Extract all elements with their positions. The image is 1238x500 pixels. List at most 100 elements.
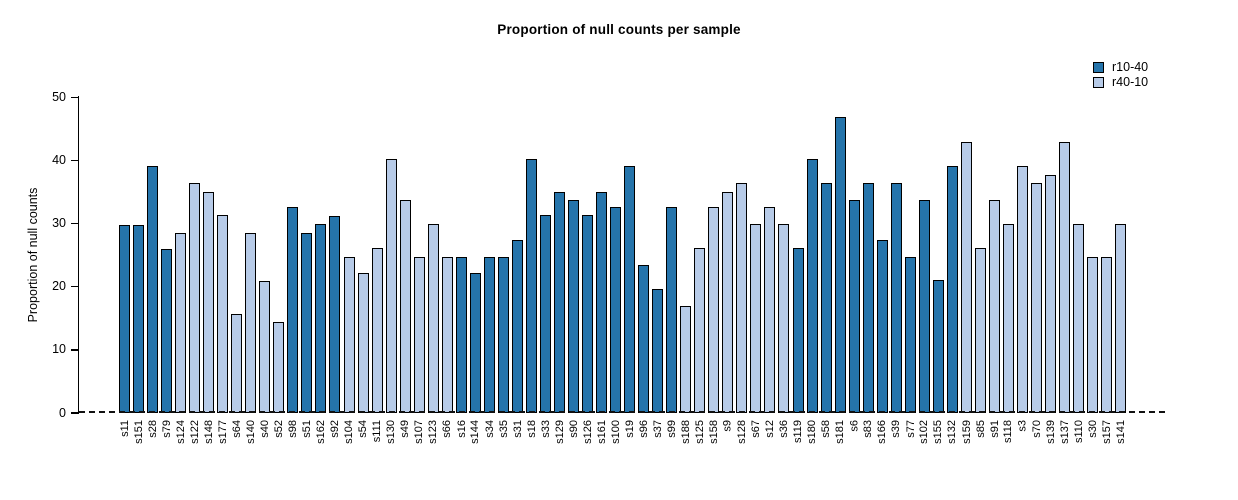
bar-s28 <box>147 166 159 413</box>
x-tick-label: s166 <box>876 420 889 444</box>
x-tick-label: s79 <box>160 420 173 438</box>
x-tick-s91: s91 <box>988 418 1000 482</box>
x-tick-s28: s28 <box>147 418 159 482</box>
legend: r10-40 r40-10 <box>1093 60 1148 90</box>
x-tick-label: s66 <box>441 420 454 438</box>
x-tick-s99: s99 <box>666 418 678 482</box>
bar-s180 <box>806 159 818 413</box>
x-tick-label: s49 <box>399 420 412 438</box>
x-tick-s90: s90 <box>568 418 580 482</box>
bar-s162 <box>315 224 327 413</box>
bar-s64 <box>231 314 243 413</box>
bar-s70 <box>1031 183 1043 413</box>
x-tick-s39: s39 <box>890 418 903 482</box>
bar-s31 <box>511 240 523 413</box>
bar-s140 <box>245 233 257 413</box>
x-tick-label: s18 <box>525 420 538 438</box>
bar-s157 <box>1101 257 1113 413</box>
bar-s12 <box>764 207 776 413</box>
bar-s33 <box>539 215 551 413</box>
x-tick-s77: s77 <box>904 418 916 482</box>
x-tick-s111: s111 <box>371 418 383 482</box>
x-axis-labels: s11 s151 s28 s79 s124 s122 s148 s177 s64 s140 s40 s… <box>119 418 1127 482</box>
x-tick-label: s130 <box>385 420 398 444</box>
bar-s111 <box>371 248 383 413</box>
bar-s77 <box>904 257 916 413</box>
x-tick-label: s98 <box>286 420 299 438</box>
bar-s83 <box>862 183 874 413</box>
y-tick-label: 20 <box>52 279 66 294</box>
x-tick-s125: s125 <box>693 418 706 482</box>
x-tick-label: s64 <box>230 420 243 438</box>
x-tick-label: s51 <box>300 420 313 438</box>
x-tick-label: s85 <box>974 420 987 438</box>
x-tick-s66: s66 <box>441 418 454 482</box>
bar-s159 <box>960 142 972 413</box>
x-tick-label: s11 <box>118 420 131 437</box>
bar-s123 <box>427 224 439 413</box>
x-tick-label: s30 <box>1086 420 1099 438</box>
bar-s3 <box>1017 166 1028 413</box>
x-tick-s177: s177 <box>217 418 229 482</box>
y-tick-label: 0 <box>59 405 66 420</box>
x-tick-s119: s119 <box>792 418 804 482</box>
bar-s96 <box>638 265 650 413</box>
x-tick-label: s39 <box>890 420 903 438</box>
bar-s124 <box>175 233 187 413</box>
bar-s51 <box>301 233 313 413</box>
bar-s58 <box>820 183 832 413</box>
y-axis-line <box>78 96 80 414</box>
x-tick-s107: s107 <box>413 418 426 482</box>
bar-s155 <box>932 280 944 413</box>
x-tick-s67: s67 <box>750 418 762 482</box>
bar-s100 <box>610 207 622 413</box>
x-tick-label: s6 <box>848 420 861 432</box>
x-tick-label: s19 <box>623 420 636 438</box>
x-tick-s140: s140 <box>245 418 257 482</box>
bar-s30 <box>1087 257 1099 413</box>
x-tick-s96: s96 <box>638 418 650 482</box>
x-tick-s141: s141 <box>1115 418 1127 482</box>
x-tick-s161: s161 <box>596 418 608 482</box>
x-tick-s155: s155 <box>932 418 944 482</box>
x-tick-label: s107 <box>413 420 426 444</box>
x-tick-s92: s92 <box>328 418 341 482</box>
x-tick-label: s33 <box>539 420 552 438</box>
bar-s151 <box>133 225 145 413</box>
x-tick-label: s100 <box>609 420 622 444</box>
bar-s126 <box>582 215 594 413</box>
x-tick-s158: s158 <box>707 418 720 482</box>
x-tick-s102: s102 <box>918 418 931 482</box>
x-tick-s132: s132 <box>946 418 958 482</box>
x-tick-s159: s159 <box>960 418 972 482</box>
x-tick-s70: s70 <box>1031 418 1043 482</box>
x-tick-s3: s3 <box>1017 418 1029 482</box>
bar-s125 <box>694 248 706 413</box>
x-tick-s34: s34 <box>483 418 496 482</box>
x-tick-s19: s19 <box>623 418 636 482</box>
x-tick-label: s188 <box>679 420 692 444</box>
bar-s188 <box>680 306 692 413</box>
x-tick-label: s119 <box>792 420 804 444</box>
x-tick-s11: s11 <box>118 418 131 482</box>
x-tick-s31: s31 <box>511 418 523 482</box>
x-tick-label: s125 <box>693 420 706 444</box>
legend-item-r10-40: r10-40 <box>1093 60 1148 74</box>
bar-s9 <box>722 192 734 413</box>
x-tick-s151: s151 <box>133 418 145 482</box>
x-tick-label: s157 <box>1100 420 1113 444</box>
bar-s166 <box>876 240 888 413</box>
x-tick-label: s35 <box>497 420 510 438</box>
x-tick-s36: s36 <box>778 418 790 482</box>
x-tick-s139: s139 <box>1045 418 1057 482</box>
bar-s91 <box>988 200 1000 413</box>
bar-s128 <box>736 183 748 413</box>
x-tick-label: s34 <box>483 420 496 438</box>
x-tick-s30: s30 <box>1086 418 1099 482</box>
x-tick-label: s92 <box>328 420 341 438</box>
x-tick-s79: s79 <box>160 418 173 482</box>
y-tick-mark <box>71 96 78 99</box>
x-tick-label: s58 <box>820 420 833 438</box>
x-tick-label: s158 <box>707 420 720 444</box>
x-tick-label: s102 <box>918 420 931 444</box>
